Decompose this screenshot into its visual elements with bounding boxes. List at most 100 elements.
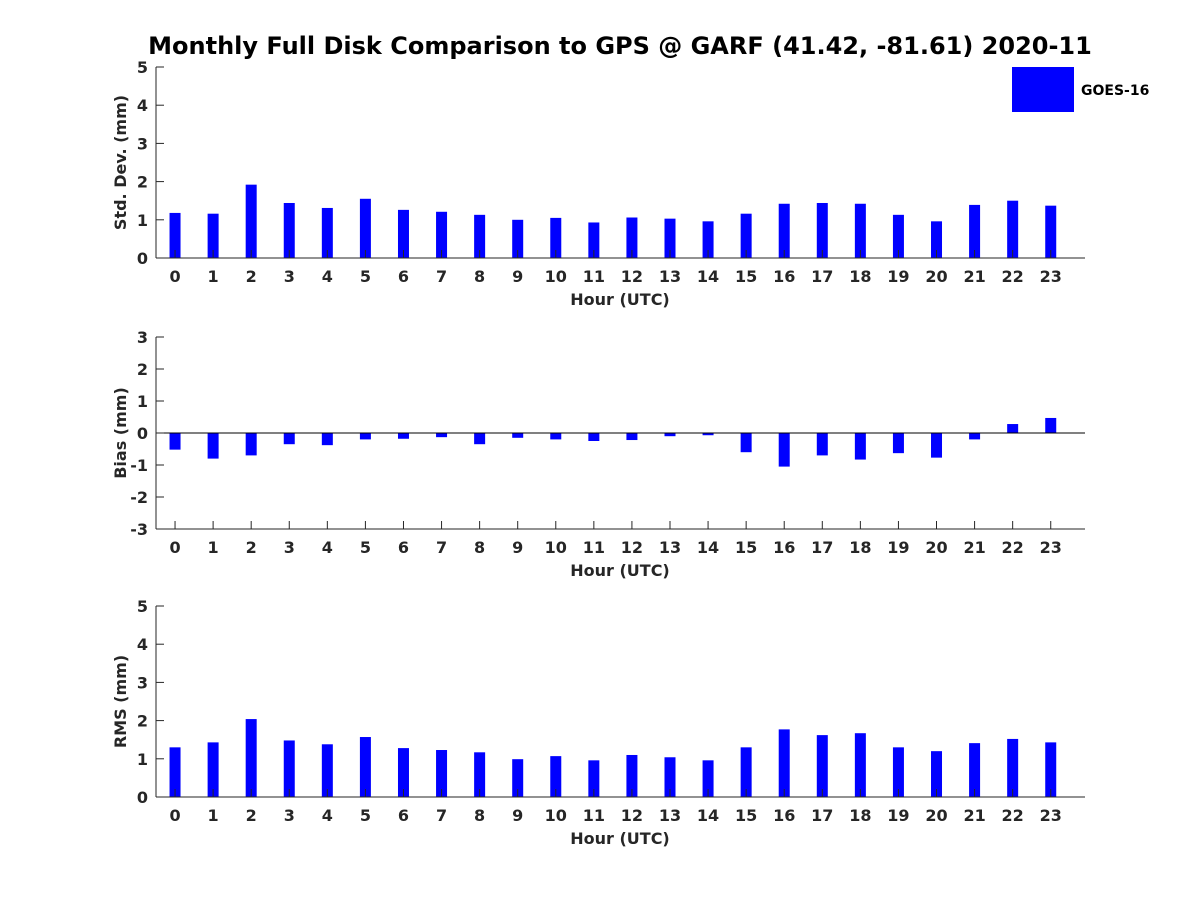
- bar-rms-hour-7: [436, 750, 448, 797]
- x-tick-label: 6: [398, 806, 409, 825]
- x-tick-label: 4: [322, 806, 333, 825]
- bar-rms-hour-16: [778, 729, 790, 797]
- x-tick-label: 17: [811, 538, 833, 557]
- y-axis-label: RMS (mm): [111, 655, 130, 748]
- bar-bias-hour-8: [474, 433, 486, 445]
- x-tick-label: 15: [735, 538, 757, 557]
- x-tick-label: 9: [512, 538, 523, 557]
- x-tick-label: 14: [697, 538, 719, 557]
- x-tick-label: 20: [925, 267, 947, 286]
- bar-std-dev-hour-2: [245, 184, 257, 258]
- x-tick-label: 5: [360, 267, 371, 286]
- bar-bias-hour-22: [1007, 424, 1019, 433]
- y-tick-label: 3: [137, 328, 148, 347]
- bar-bias-hour-21: [969, 433, 981, 440]
- bar-rms-hour-8: [474, 752, 486, 797]
- x-tick-label: 8: [474, 267, 485, 286]
- bar-std-dev-hour-3: [283, 202, 295, 258]
- bar-rms-hour-4: [321, 744, 333, 797]
- bar-rms-hour-13: [664, 757, 676, 797]
- y-tick-label: -2: [130, 488, 148, 507]
- bar-bias-hour-20: [931, 433, 943, 458]
- bar-std-dev-hour-1: [207, 213, 219, 258]
- x-tick-label: 7: [436, 267, 447, 286]
- figure-title: Monthly Full Disk Comparison to GPS @ GA…: [148, 32, 1092, 60]
- bar-std-dev-hour-8: [474, 214, 486, 258]
- x-tick-label: 17: [811, 806, 833, 825]
- y-tick-label: 3: [137, 134, 148, 153]
- y-tick-label: 2: [137, 173, 148, 192]
- x-tick-label: 15: [735, 806, 757, 825]
- bar-bias-hour-6: [397, 433, 409, 439]
- bar-rms-hour-3: [283, 740, 295, 797]
- bar-rms-hour-17: [816, 735, 828, 797]
- bar-std-dev-hour-23: [1045, 205, 1057, 258]
- x-axis-label: Hour (UTC): [570, 290, 670, 309]
- y-tick-label: 2: [137, 360, 148, 379]
- bar-bias-hour-7: [436, 433, 448, 438]
- x-tick-label: 21: [963, 538, 985, 557]
- bar-bias-hour-0: [169, 433, 181, 450]
- x-tick-label: 19: [887, 538, 909, 557]
- legend-swatch: [1012, 67, 1074, 112]
- x-tick-label: 4: [322, 267, 333, 286]
- y-tick-label: 5: [137, 58, 148, 77]
- x-tick-label: 16: [773, 806, 795, 825]
- x-tick-label: 6: [398, 267, 409, 286]
- x-tick-label: 14: [697, 806, 719, 825]
- x-tick-label: 3: [284, 806, 295, 825]
- x-tick-label: 17: [811, 267, 833, 286]
- y-axis-label: Bias (mm): [111, 387, 130, 479]
- bar-std-dev-hour-12: [626, 217, 638, 258]
- y-tick-label: -3: [130, 520, 148, 539]
- x-tick-label: 14: [697, 267, 719, 286]
- bar-bias-hour-1: [207, 433, 219, 459]
- y-tick-label: 2: [137, 712, 148, 731]
- x-tick-label: 22: [1002, 806, 1024, 825]
- bar-std-dev-hour-4: [321, 207, 333, 258]
- bar-rms-hour-11: [588, 760, 600, 797]
- bar-std-dev-hour-13: [664, 218, 676, 258]
- x-tick-label: 21: [963, 806, 985, 825]
- bar-bias-hour-23: [1045, 417, 1057, 433]
- bar-std-dev-hour-20: [931, 221, 943, 258]
- x-tick-label: 12: [621, 538, 643, 557]
- x-tick-label: 22: [1002, 538, 1024, 557]
- y-tick-label: 1: [137, 750, 148, 769]
- bar-rms-hour-6: [397, 748, 409, 797]
- bar-bias-hour-17: [816, 433, 828, 456]
- x-tick-label: 2: [246, 538, 257, 557]
- y-axis-label: Std. Dev. (mm): [111, 95, 130, 230]
- bar-bias-hour-15: [740, 433, 752, 453]
- x-tick-label: 1: [208, 806, 219, 825]
- x-tick-label: 2: [246, 267, 257, 286]
- bar-std-dev-hour-18: [854, 203, 866, 258]
- bar-rms-hour-9: [512, 759, 524, 797]
- y-tick-label: 5: [137, 597, 148, 616]
- bar-rms-hour-10: [550, 756, 562, 797]
- bar-bias-hour-18: [854, 433, 866, 460]
- bar-std-dev-hour-14: [702, 221, 714, 258]
- y-tick-label: 4: [137, 635, 148, 654]
- bar-rms-hour-12: [626, 754, 638, 797]
- x-tick-label: 12: [621, 267, 643, 286]
- bar-std-dev-hour-0: [169, 212, 181, 258]
- bar-rms-hour-20: [931, 751, 943, 797]
- bar-std-dev-hour-17: [816, 202, 828, 258]
- x-tick-label: 23: [1040, 538, 1062, 557]
- bar-rms-hour-14: [702, 760, 714, 797]
- x-tick-label: 8: [474, 538, 485, 557]
- bar-std-dev-hour-16: [778, 203, 790, 258]
- x-tick-label: 8: [474, 806, 485, 825]
- bar-std-dev-hour-11: [588, 222, 600, 258]
- bar-rms-hour-21: [969, 743, 981, 797]
- x-tick-label: 19: [887, 806, 909, 825]
- x-tick-label: 13: [659, 806, 681, 825]
- x-tick-label: 0: [169, 267, 180, 286]
- bar-std-dev-hour-19: [892, 214, 904, 258]
- x-tick-label: 11: [583, 806, 605, 825]
- bar-rms-hour-18: [854, 733, 866, 797]
